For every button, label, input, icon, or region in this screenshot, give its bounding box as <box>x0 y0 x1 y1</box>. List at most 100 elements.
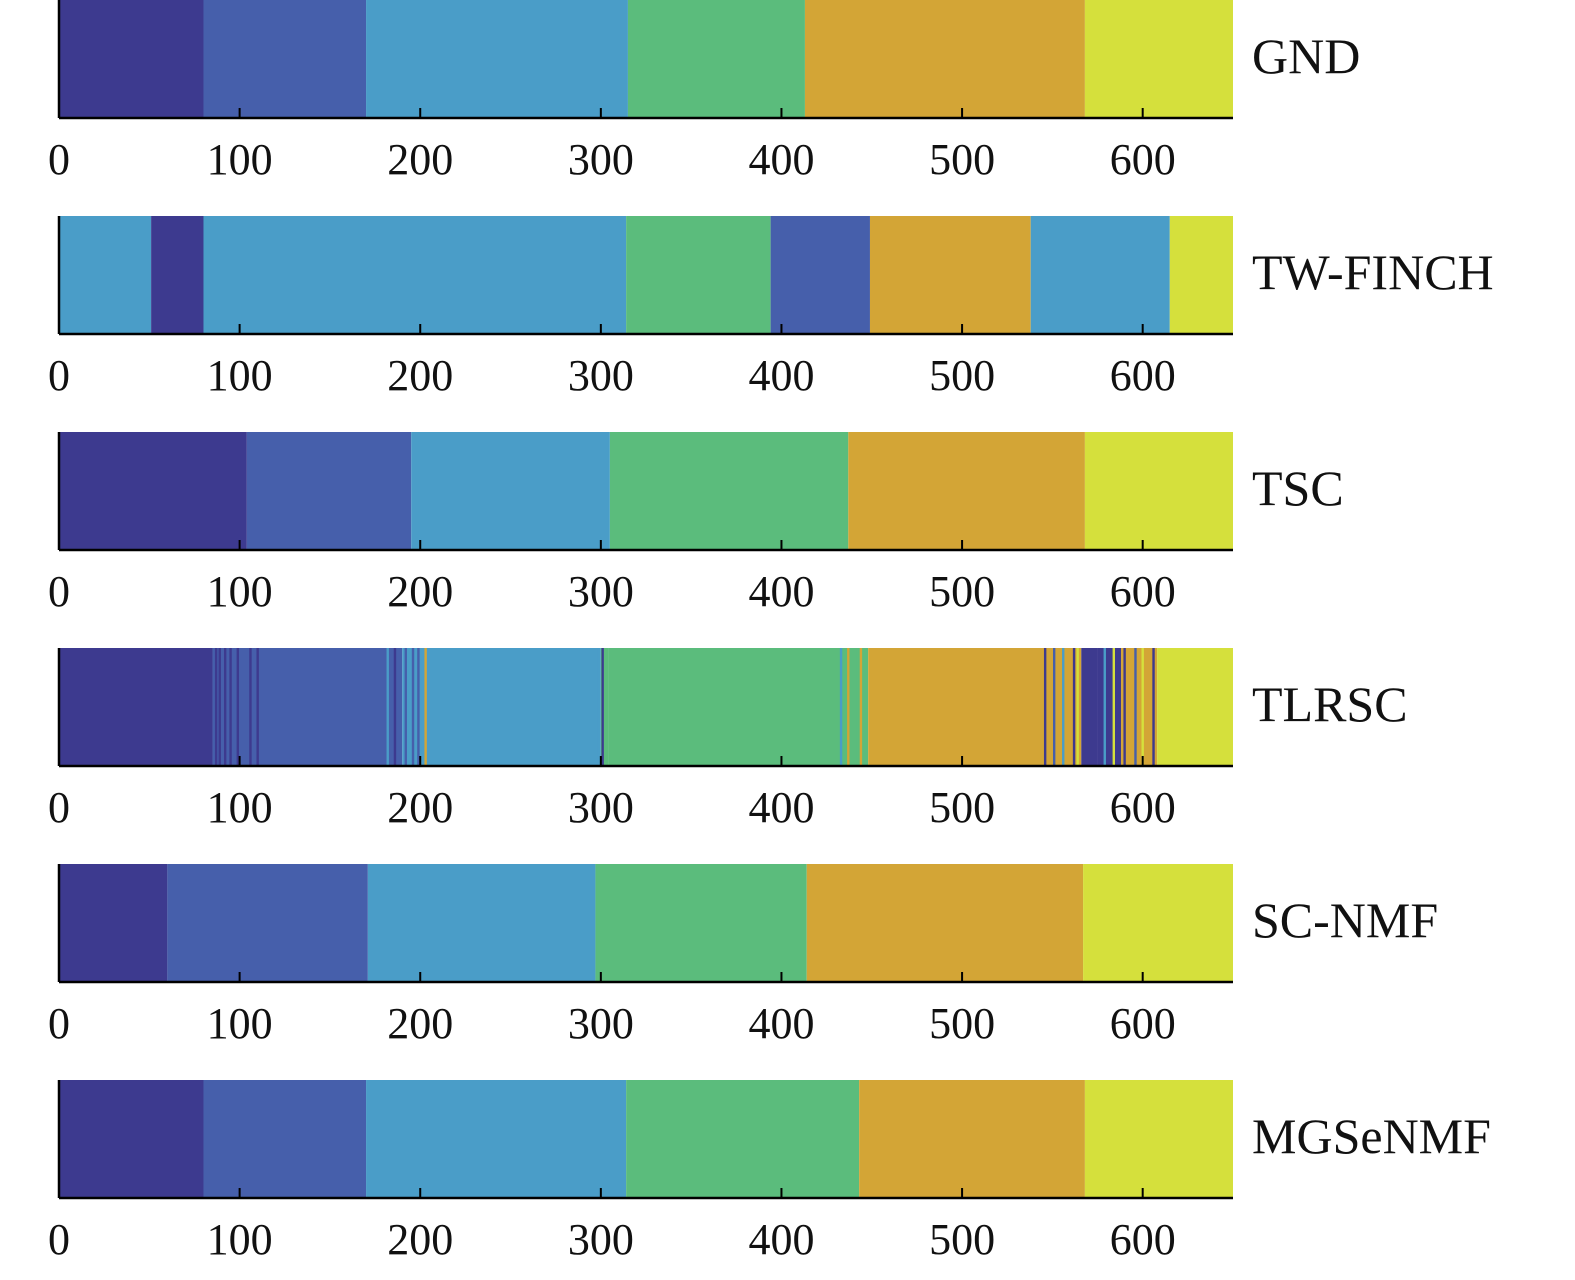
segment-c6 <box>1169 216 1233 334</box>
row-label: TW-FINCH <box>1252 244 1494 300</box>
x-tick-label: 300 <box>568 135 634 184</box>
stripe-c1 <box>393 648 397 766</box>
stripe-c6 <box>1112 648 1115 766</box>
x-tick-label: 0 <box>48 999 70 1048</box>
x-tick-label: 600 <box>1110 783 1176 832</box>
segment-c6 <box>1084 0 1233 118</box>
x-tick-label: 500 <box>929 999 995 1048</box>
row-label: MGSeNMF <box>1252 1108 1491 1164</box>
segment-c1 <box>59 1080 204 1198</box>
stripe-c1 <box>218 648 221 766</box>
stripe-c1 <box>1123 648 1126 766</box>
stripe-c1 <box>223 648 227 766</box>
x-tick-label: 0 <box>48 783 70 832</box>
stripe-c1 <box>1152 648 1155 766</box>
row-sc-nmf: 0 100 200 300 400 500 600 SC-NMF <box>48 864 1438 1048</box>
x-tick-label: 400 <box>748 567 814 616</box>
stripe-c2 <box>417 648 420 766</box>
segment-c4 <box>626 216 771 334</box>
segment-c3 <box>59 216 152 334</box>
segment-c2 <box>167 864 368 982</box>
x-tick-label: 200 <box>387 999 453 1048</box>
x-tick-label: 200 <box>387 1215 453 1264</box>
row-tw-finch: 0 100 200 300 400 500 600 TW-FINCH <box>48 216 1494 400</box>
x-tick-label: 200 <box>387 351 453 400</box>
x-tick-label: 300 <box>568 567 634 616</box>
x-tick-label: 100 <box>207 999 273 1048</box>
stripe-c2 <box>404 648 407 766</box>
row-label: GND <box>1252 28 1360 84</box>
row-tlrsc: 0 100 200 300 400 500 600 TLRSC <box>48 648 1408 832</box>
x-tick-label: 500 <box>929 567 995 616</box>
x-tick-label: 0 <box>48 135 70 184</box>
row-gnd: 0 100 200 300 400 500 600 GND <box>48 0 1360 184</box>
stripe-c3 <box>386 648 389 766</box>
stripe-c2 <box>1052 648 1056 766</box>
stripe-c1 <box>601 648 604 766</box>
x-tick-label: 300 <box>568 999 634 1048</box>
stripe-c3 <box>839 648 843 766</box>
row-label: SC-NMF <box>1252 892 1438 948</box>
x-tick-label: 300 <box>568 1215 634 1264</box>
stripe-c1 <box>1043 648 1047 766</box>
stripe-c1 <box>249 648 252 766</box>
row-label: TLRSC <box>1252 676 1408 732</box>
stripe-c2 <box>411 648 415 766</box>
segment-c4 <box>600 648 609 766</box>
row-label: TSC <box>1252 460 1344 516</box>
stripe-c5 <box>847 648 850 766</box>
x-tick-label: 100 <box>207 1215 273 1264</box>
segment-c1 <box>59 432 247 550</box>
x-tick-label: 500 <box>929 1215 995 1264</box>
segment-c4 <box>609 432 849 550</box>
stripe-c1 <box>229 648 232 766</box>
stripe-c1 <box>236 648 240 766</box>
segment-c4 <box>627 0 805 118</box>
x-tick-label: 400 <box>748 1215 814 1264</box>
x-tick-label: 600 <box>1110 999 1176 1048</box>
segment-c6 <box>1084 1080 1233 1198</box>
segment-c4 <box>608 648 869 766</box>
x-tick-label: 500 <box>929 351 995 400</box>
stripe-c5 <box>424 648 427 766</box>
x-tick-label: 500 <box>929 135 995 184</box>
segment-c3 <box>1030 216 1170 334</box>
x-tick-label: 200 <box>387 783 453 832</box>
stripe-c3 <box>1062 648 1065 766</box>
stripe-c5 <box>859 648 863 766</box>
segment-c3 <box>411 432 610 550</box>
x-tick-label: 400 <box>748 783 814 832</box>
segment-c1 <box>59 648 213 766</box>
segment-c5 <box>806 864 1084 982</box>
segment-c2 <box>246 432 412 550</box>
stripe-c1 <box>256 648 259 766</box>
row-mgsenmf: 0 100 200 300 400 500 600 MGSeNMF <box>48 1080 1491 1264</box>
stripe-c2 <box>1134 648 1137 766</box>
segment-c5 <box>859 1080 1085 1198</box>
stripe-c4 <box>856 648 859 766</box>
segment-c6 <box>1084 432 1233 550</box>
stripe-c1 <box>214 648 218 766</box>
segment-c1 <box>59 864 168 982</box>
x-tick-label: 400 <box>748 135 814 184</box>
segment-c1 <box>151 216 204 334</box>
x-tick-label: 400 <box>748 999 814 1048</box>
segment-c4 <box>595 864 807 982</box>
segment-c3 <box>366 0 628 118</box>
segment-c5 <box>848 432 1085 550</box>
segment-c2 <box>212 648 403 766</box>
stripe-c1 <box>1072 648 1076 766</box>
segment-c3 <box>367 864 596 982</box>
x-tick-label: 200 <box>387 567 453 616</box>
x-tick-label: 0 <box>48 567 70 616</box>
segment-c2 <box>203 1080 367 1198</box>
x-tick-label: 300 <box>568 351 634 400</box>
x-tick-label: 500 <box>929 783 995 832</box>
segment-c3 <box>203 216 627 334</box>
segment-c3 <box>366 1080 627 1198</box>
segment-c1 <box>1097 648 1122 766</box>
x-tick-label: 100 <box>207 783 273 832</box>
x-tick-label: 100 <box>207 567 273 616</box>
segment-c5 <box>804 0 1085 118</box>
